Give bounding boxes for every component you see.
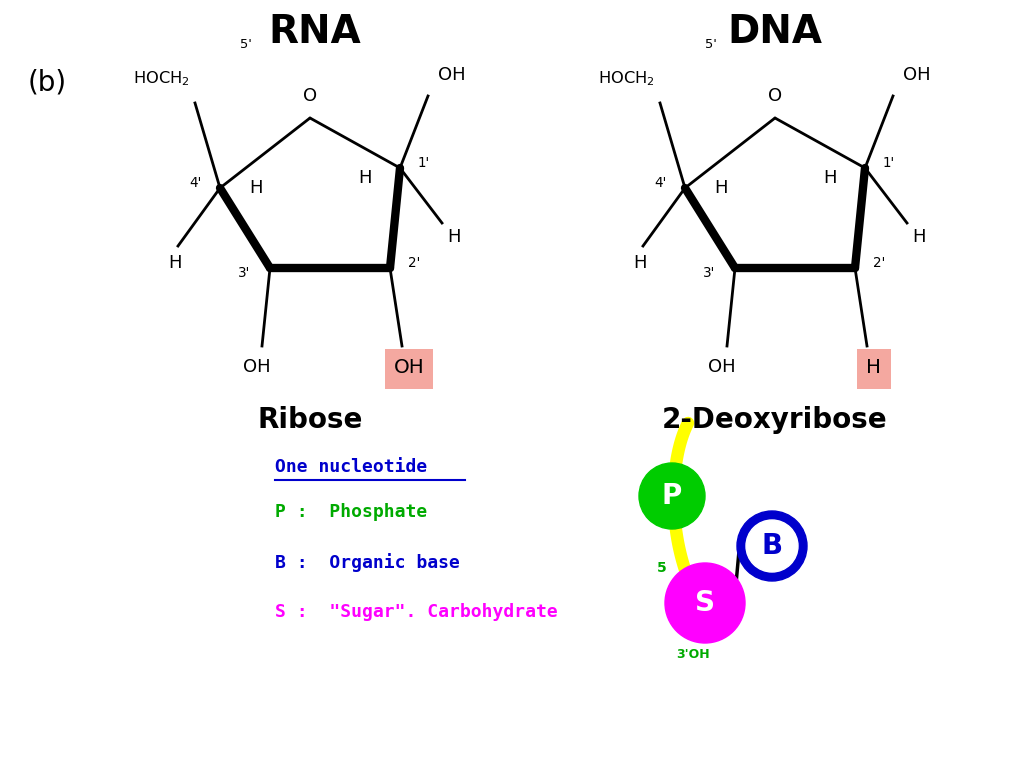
Text: H: H: [715, 179, 728, 197]
FancyBboxPatch shape: [385, 349, 433, 389]
Text: 5': 5': [240, 38, 252, 51]
Text: 4': 4': [189, 176, 202, 190]
Text: (b): (b): [28, 68, 68, 96]
Text: B :  Organic base: B : Organic base: [275, 553, 460, 572]
Text: HOCH$_2$: HOCH$_2$: [133, 69, 190, 88]
Text: P: P: [662, 482, 682, 510]
Text: 3'OH: 3'OH: [676, 648, 710, 661]
Text: H: H: [633, 254, 647, 272]
Text: 2-Deoxyribose: 2-Deoxyribose: [663, 406, 888, 434]
Text: 3': 3': [238, 266, 250, 280]
Text: 1': 1': [418, 156, 430, 170]
Text: 2': 2': [408, 256, 420, 270]
Text: H: H: [168, 254, 181, 272]
Circle shape: [737, 511, 807, 581]
Text: 4': 4': [654, 176, 667, 190]
Text: S :  "Sugar". Carbohydrate: S : "Sugar". Carbohydrate: [275, 603, 558, 621]
Text: 1': 1': [883, 156, 895, 170]
Text: 5': 5': [705, 38, 717, 51]
Text: OH: OH: [243, 358, 270, 376]
Text: DNA: DNA: [727, 13, 822, 51]
Text: H: H: [447, 228, 461, 246]
Text: 2': 2': [873, 256, 886, 270]
Text: HOCH$_2$: HOCH$_2$: [598, 69, 655, 88]
Circle shape: [665, 563, 745, 643]
Text: B: B: [762, 532, 782, 560]
Text: H: H: [866, 358, 882, 377]
FancyBboxPatch shape: [857, 349, 891, 389]
Text: 5: 5: [657, 561, 667, 575]
Text: OH: OH: [709, 358, 736, 376]
Text: OH: OH: [438, 66, 466, 84]
Circle shape: [746, 520, 798, 572]
Circle shape: [639, 463, 705, 529]
Text: OH: OH: [393, 358, 424, 377]
Text: H: H: [358, 169, 372, 187]
Text: One nucleotide: One nucleotide: [275, 458, 427, 476]
Text: H: H: [823, 169, 837, 187]
Text: 3': 3': [702, 266, 715, 280]
Text: Ribose: Ribose: [257, 406, 362, 434]
Text: RNA: RNA: [268, 13, 361, 51]
Text: P :  Phosphate: P : Phosphate: [275, 503, 427, 521]
Text: H: H: [912, 228, 926, 246]
Text: S: S: [695, 589, 715, 617]
Text: O: O: [768, 87, 782, 105]
Text: O: O: [303, 87, 317, 105]
Text: OH: OH: [903, 66, 931, 84]
Text: H: H: [249, 179, 263, 197]
